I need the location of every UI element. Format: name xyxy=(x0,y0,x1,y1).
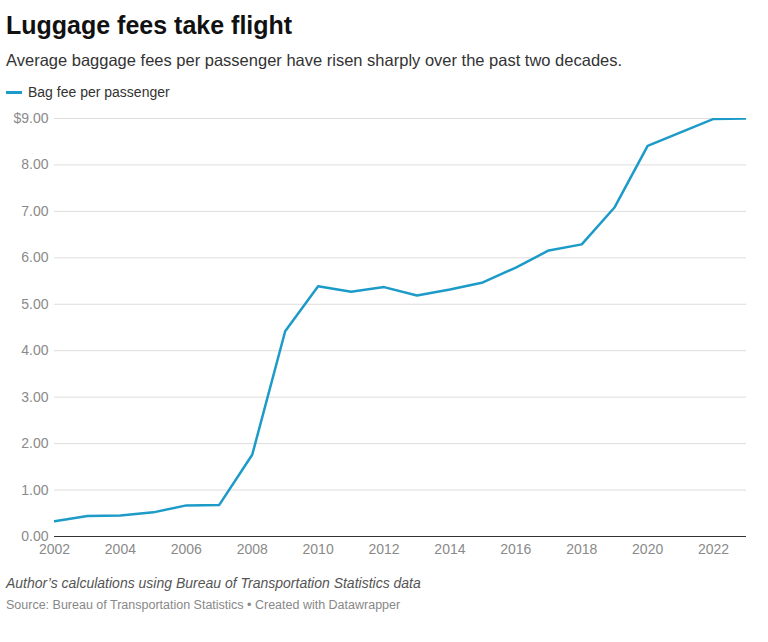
svg-text:4.00: 4.00 xyxy=(21,342,48,358)
svg-text:2.00: 2.00 xyxy=(21,435,48,451)
svg-text:2006: 2006 xyxy=(171,541,202,557)
svg-text:2012: 2012 xyxy=(368,541,399,557)
html-text:Source: Bureau of Transportati: Source: Bureau of Transportation Statist… xyxy=(6,598,401,612)
svg-text:2002: 2002 xyxy=(39,541,70,557)
svg-text:0.00: 0.00 xyxy=(21,528,49,544)
svg-text:2020: 2020 xyxy=(632,541,663,557)
svg-text:2018: 2018 xyxy=(566,541,597,557)
svg-text:2010: 2010 xyxy=(303,541,334,557)
svg-text:1.00: 1.00 xyxy=(21,482,48,498)
svg-text:2014: 2014 xyxy=(434,541,465,557)
svg-text:6.00: 6.00 xyxy=(21,249,48,265)
html-text:Average baggage fees per passe: Average baggage fees per passenger have … xyxy=(6,51,623,69)
svg-text:3.00: 3.00 xyxy=(21,389,48,405)
svg-text:7.00: 7.00 xyxy=(21,203,48,219)
svg-text:2016: 2016 xyxy=(500,541,531,557)
svg-text:8.00: 8.00 xyxy=(21,156,48,172)
html-text:Luggage fees take flight: Luggage fees take flight xyxy=(6,11,293,39)
svg-text:2004: 2004 xyxy=(105,541,136,557)
svg-text:$9.00: $9.00 xyxy=(13,110,48,126)
svg-text:2008: 2008 xyxy=(237,541,268,557)
svg-text:5.00: 5.00 xyxy=(21,296,48,312)
svg-text:2022: 2022 xyxy=(698,541,729,557)
html-text:Author’s calculations using Bu: Author’s calculations using Bureau of Tr… xyxy=(6,575,421,591)
html-text:Bag fee per passenger: Bag fee per passenger xyxy=(28,84,170,100)
